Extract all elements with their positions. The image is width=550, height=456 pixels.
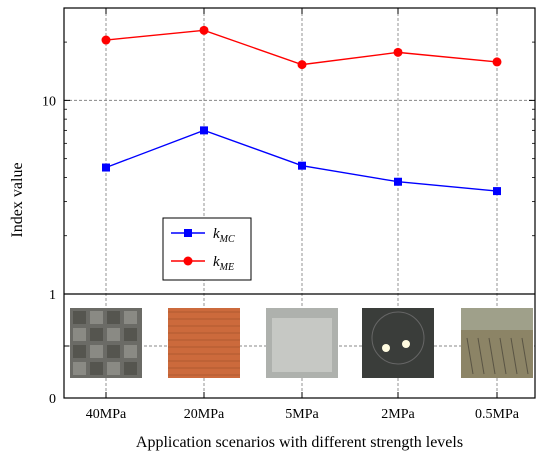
series-line-k_ME bbox=[105, 29, 498, 66]
legend-label-k_ME: kME bbox=[213, 254, 234, 273]
photo-4-rebar bbox=[488, 337, 496, 375]
photo-3-tunnel-ring bbox=[371, 311, 425, 365]
series-line-k_MC bbox=[105, 129, 498, 192]
data-point-k_ME-5MPa bbox=[297, 60, 307, 70]
label-layer: 1 10 0 40MPa 20MPa 5MPa 2MPa 0.5MPa Application … bbox=[9, 94, 520, 451]
y-axis-title: Index value bbox=[9, 162, 26, 237]
x-tick-label-40MPa: 40MPa bbox=[86, 407, 127, 422]
data-point-k_MC-2MPa bbox=[394, 177, 402, 186]
legend-label-k_MC: kMC bbox=[213, 226, 235, 245]
x-tick-label-20MPa: 20MPa bbox=[184, 407, 225, 422]
data-point-k_ME-40MPa bbox=[101, 35, 111, 45]
data-point-k_MC-20MPa bbox=[200, 126, 208, 135]
y-tick-label-10: 10 bbox=[42, 94, 56, 109]
photo-0-block bbox=[73, 311, 86, 324]
lower-y-tick-label-0: 0 bbox=[49, 392, 56, 407]
photo-layer bbox=[70, 308, 533, 378]
y-tick-label-1: 1 bbox=[49, 288, 56, 303]
photo-0-block bbox=[73, 328, 86, 341]
photo-0-block bbox=[107, 311, 120, 324]
photo-0-block bbox=[90, 311, 103, 324]
legend-label-main: k bbox=[213, 226, 220, 242]
photo-0-block bbox=[107, 345, 120, 358]
photo-0-block bbox=[124, 328, 137, 341]
photo-3-light bbox=[402, 340, 410, 348]
photo-4-rebar bbox=[510, 337, 518, 375]
legend-label-sub: ME bbox=[219, 262, 234, 273]
photo-0-block bbox=[107, 328, 120, 341]
photo-0-block bbox=[124, 311, 137, 324]
x-tick-label-2MPa: 2MPa bbox=[381, 407, 415, 422]
x-tick-label-0.5MPa: 0.5MPa bbox=[475, 407, 520, 422]
photo-4-rebar bbox=[477, 337, 485, 375]
series-layer bbox=[101, 25, 502, 196]
data-point-k_ME-0.5MPa bbox=[492, 57, 502, 67]
photo-0-block bbox=[107, 362, 120, 375]
photo-4-sky bbox=[461, 308, 533, 330]
legend-label-sub: MC bbox=[219, 234, 235, 245]
grid-layer bbox=[64, 8, 535, 398]
photo-4-rebar bbox=[466, 337, 474, 375]
x-axis-title: Application scenarios with different str… bbox=[136, 434, 463, 451]
photo-3 bbox=[362, 308, 434, 378]
photo-4-rebar bbox=[521, 337, 529, 375]
photo-0-block bbox=[124, 345, 137, 358]
photo-0-block bbox=[73, 345, 86, 358]
photo-4-rebar bbox=[499, 337, 507, 375]
legend-label-main: k bbox=[213, 254, 220, 270]
photo-0-block bbox=[90, 328, 103, 341]
legend-marker-k_MC bbox=[184, 229, 192, 237]
photo-0-block bbox=[90, 362, 103, 375]
data-point-k_ME-20MPa bbox=[199, 25, 209, 35]
photo-2-block bbox=[272, 318, 332, 372]
legend-box bbox=[162, 217, 252, 281]
data-point-k_MC-0.5MPa bbox=[493, 187, 501, 196]
axes-layer bbox=[63, 7, 536, 399]
plot-frame bbox=[63, 7, 536, 399]
photo-3-light bbox=[382, 344, 390, 352]
x-tick-label-5MPa: 5MPa bbox=[285, 407, 319, 422]
photo-0-block bbox=[73, 362, 86, 375]
photo-0-block bbox=[124, 362, 137, 375]
data-point-k_MC-40MPa bbox=[102, 163, 110, 172]
photo-1 bbox=[168, 308, 240, 378]
data-point-k_ME-2MPa bbox=[393, 47, 403, 57]
data-point-k_MC-5MPa bbox=[298, 161, 306, 170]
photo-0-block bbox=[90, 345, 103, 358]
legend-marker-k_ME bbox=[183, 256, 193, 266]
